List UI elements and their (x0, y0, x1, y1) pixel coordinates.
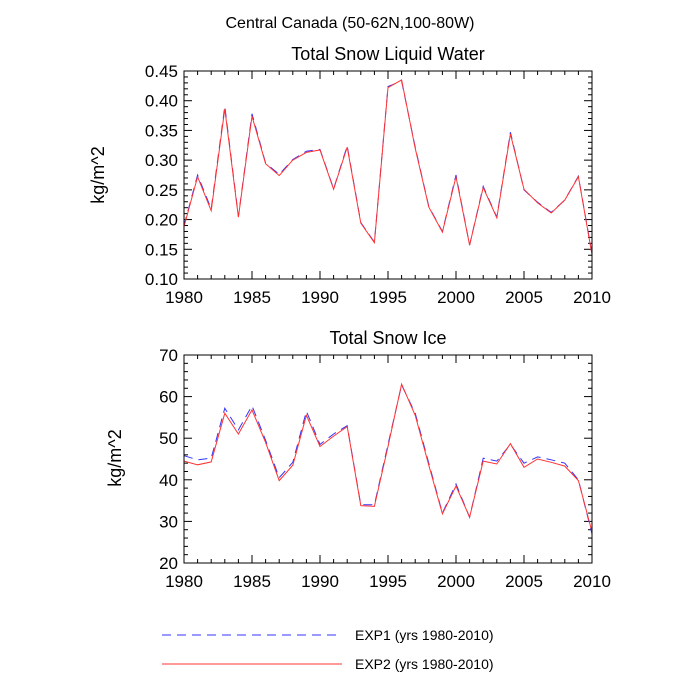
x-tick-label: 1990 (301, 288, 339, 307)
y-tick-label: 0.25 (145, 181, 178, 200)
x-tick-label: 1980 (165, 288, 203, 307)
y-tick-label: 0.45 (145, 62, 178, 81)
legend-label-exp1: EXP1 (yrs 1980-2010) (355, 627, 494, 643)
axis-ticks-liquid-water (183, 70, 593, 280)
panel-snow-ice: Total Snow Ice kg/m^2 1980 1985 1990 1995 20… (105, 328, 611, 591)
y-tick-label: 0.20 (145, 211, 178, 230)
y-tick-label: 0.40 (145, 92, 178, 111)
x-tick-labels-liquid-water: 1980 1985 1990 1995 2000 2005 2010 (165, 288, 611, 307)
y-tick-label: 0.30 (145, 151, 178, 170)
y-tick-label: 0.35 (145, 121, 178, 140)
panel-liquid-water: Total Snow Liquid Water kg/m^2 1980 1985 1… (88, 44, 611, 307)
x-tick-label: 2000 (437, 288, 475, 307)
series-line-exp2-liquid-water (183, 79, 593, 255)
y-tick-label: 20 (159, 554, 178, 573)
plot-frame-snow-ice (183, 354, 593, 564)
y-tick-label: 0.10 (145, 270, 178, 289)
x-tick-labels-snow-ice: 1980 1985 1990 1995 2000 2005 2010 (165, 572, 611, 591)
y-tick-label: 30 (159, 512, 178, 531)
figure-title: Central Canada (50-62N,100-80W) (225, 15, 474, 32)
x-tick-label: 1980 (165, 572, 203, 591)
series-lines-snow-ice (183, 382, 593, 535)
x-tick-label: 1985 (233, 572, 271, 591)
x-tick-label: 2005 (505, 288, 543, 307)
plot-frame-liquid-water (183, 70, 593, 280)
x-tick-label: 2010 (573, 288, 611, 307)
panel-title-liquid-water: Total Snow Liquid Water (291, 44, 484, 64)
y-axis-label-liquid-water: kg/m^2 (88, 146, 108, 203)
y-tick-label: 60 (159, 388, 178, 407)
x-tick-label: 1985 (233, 288, 271, 307)
series-line-exp1-snow-ice (183, 383, 593, 535)
x-tick-label: 1995 (369, 288, 407, 307)
legend-label-exp2: EXP2 (yrs 1980-2010) (355, 656, 494, 672)
y-tick-label: 0.15 (145, 240, 178, 259)
y-tick-labels-snow-ice: 20 30 40 50 60 70 (159, 346, 178, 573)
axis-ticks-snow-ice (183, 354, 593, 564)
panel-title-snow-ice: Total Snow Ice (329, 328, 446, 348)
x-tick-label: 2010 (573, 572, 611, 591)
y-axis-label-snow-ice: kg/m^2 (105, 429, 125, 486)
y-tick-label: 40 (159, 471, 178, 490)
y-tick-labels-liquid-water: 0.10 0.15 0.20 0.25 0.30 0.35 0.40 0.45 (145, 62, 178, 289)
y-tick-label: 50 (159, 429, 178, 448)
x-tick-label: 2005 (505, 572, 543, 591)
y-tick-label: 70 (159, 346, 178, 365)
series-line-exp2-snow-ice (183, 382, 593, 532)
legend: EXP1 (yrs 1980-2010) EXP2 (yrs 1980-2010… (162, 627, 494, 672)
x-tick-label: 1990 (301, 572, 339, 591)
series-lines-liquid-water (183, 79, 593, 255)
x-tick-label: 2000 (437, 572, 475, 591)
x-tick-label: 1995 (369, 572, 407, 591)
